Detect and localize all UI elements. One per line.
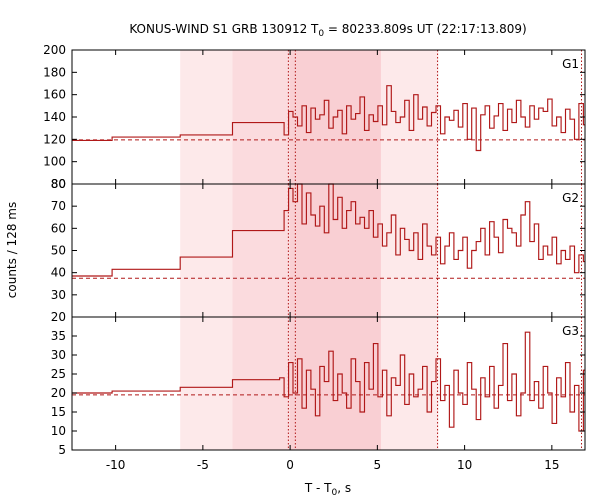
panel-g1: 80 100 120 140 160 180 200 G1 (43, 43, 586, 191)
light-curve-g2 (72, 183, 585, 277)
panel-label-g2: G2 (562, 191, 579, 205)
x-tick-label: -5 (197, 458, 209, 472)
x-axis: -10 -5 0 5 10 15 (106, 458, 560, 472)
y-tick-label: 200 (43, 43, 66, 57)
y-tick-label: 50 (51, 244, 66, 258)
x-tick-label: 15 (544, 458, 559, 472)
light-curve-g1 (72, 85, 585, 152)
panel-label-g1: G1 (562, 57, 579, 71)
panel-g3: 5 10 15 20 25 30 35 G3 (51, 316, 586, 457)
y-tick-label: 20 (51, 310, 66, 324)
y-tick-label: 180 (43, 65, 66, 79)
x-tick-label: 10 (457, 458, 472, 472)
y-tick-label: 70 (51, 199, 66, 213)
panel-g2: 20 30 40 50 60 70 80 G2 (51, 177, 586, 324)
x-axis-label: T - T0, s (304, 481, 351, 498)
y-tick-label: 30 (51, 348, 66, 362)
y-tick-label: 35 (51, 329, 66, 343)
panel-frame (71, 316, 586, 451)
y-tick-label: 15 (51, 405, 66, 419)
y-tick-label: 120 (43, 132, 66, 146)
x-tick-label: 0 (286, 458, 294, 472)
interval-shading-2 (290, 184, 381, 317)
y-axis-label: counts / 128 ms (5, 202, 19, 298)
x-tick-label: 5 (374, 458, 382, 472)
chart-title: KONUS-WIND S1 GRB 130912 T0 = 80233.809s… (129, 22, 526, 39)
y-tick-label: 60 (51, 221, 66, 235)
panels-layer: 80100120140160180200G120304050607080G251… (43, 43, 586, 457)
y-tick-label: 10 (51, 424, 66, 438)
light-curve-g3 (72, 331, 585, 432)
y-tick-label: 160 (43, 88, 66, 102)
y-tick-label: 5 (58, 443, 66, 457)
y-tick-label: 100 (43, 155, 66, 169)
interval-shading-2 (290, 317, 381, 450)
x-tick-label: -10 (106, 458, 126, 472)
y-tick-label: 30 (51, 288, 66, 302)
y-tick-label: 40 (51, 266, 66, 280)
y-tick-label: 140 (43, 110, 66, 124)
y-tick-label: 80 (51, 177, 66, 191)
panel-label-g3: G3 (562, 324, 579, 338)
y-tick-label: 80 (51, 177, 66, 191)
y-tick-label: 25 (51, 367, 66, 381)
y-tick-label: 20 (51, 386, 66, 400)
